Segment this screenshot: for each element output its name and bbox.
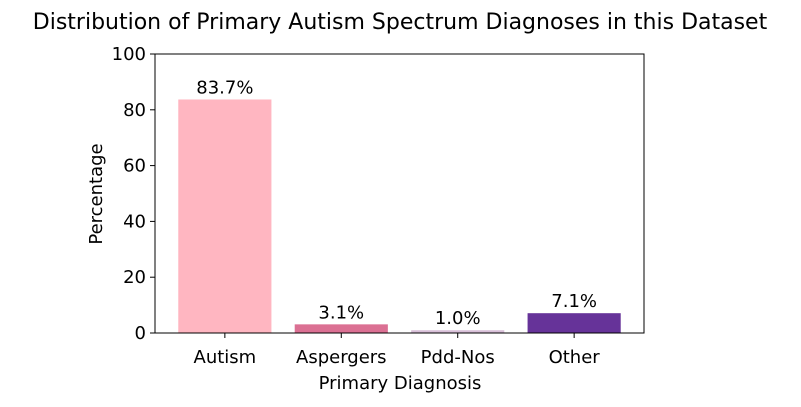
bar-pdd-nos	[411, 330, 505, 333]
y-axis-label: Percentage	[86, 143, 107, 244]
plot-area: 83.7% 3.1% 1.0% 7.1%	[154, 53, 645, 334]
bar-value-label-pdd-nos: 1.0%	[435, 308, 481, 329]
bar-value-labels: 83.7% 3.1% 1.0% 7.1%	[196, 77, 597, 329]
x-tick-label-pdd-nos: Pdd-Nos	[421, 347, 495, 368]
y-tick-label: 20	[123, 267, 146, 288]
x-axis: Autism Aspergers Pdd-Nos Other	[194, 333, 601, 368]
bar-autism	[178, 99, 272, 334]
chart-title: Distribution of Primary Autism Spectrum …	[33, 10, 768, 35]
y-tick-label: 60	[123, 156, 146, 177]
x-tick-label-autism: Autism	[194, 347, 257, 368]
y-tick-label: 40	[123, 211, 146, 232]
plot-frame	[154, 53, 645, 334]
bar-value-label-aspergers: 3.1%	[318, 302, 364, 323]
bar-aspergers	[294, 324, 388, 333]
y-tick-label: 0	[135, 323, 146, 344]
x-tick-label-other: Other	[549, 347, 601, 368]
bar-other	[527, 313, 621, 333]
x-axis-label: Primary Diagnosis	[319, 373, 482, 394]
bar-value-label-other: 7.1%	[551, 291, 597, 312]
y-axis: 0 20 40 60 80 100	[112, 44, 155, 344]
y-tick-label: 100	[112, 44, 146, 65]
bar-value-label-autism: 83.7%	[196, 77, 253, 98]
y-tick-label: 80	[123, 100, 146, 121]
bars	[178, 99, 621, 334]
x-tick-label-aspergers: Aspergers	[296, 347, 387, 368]
